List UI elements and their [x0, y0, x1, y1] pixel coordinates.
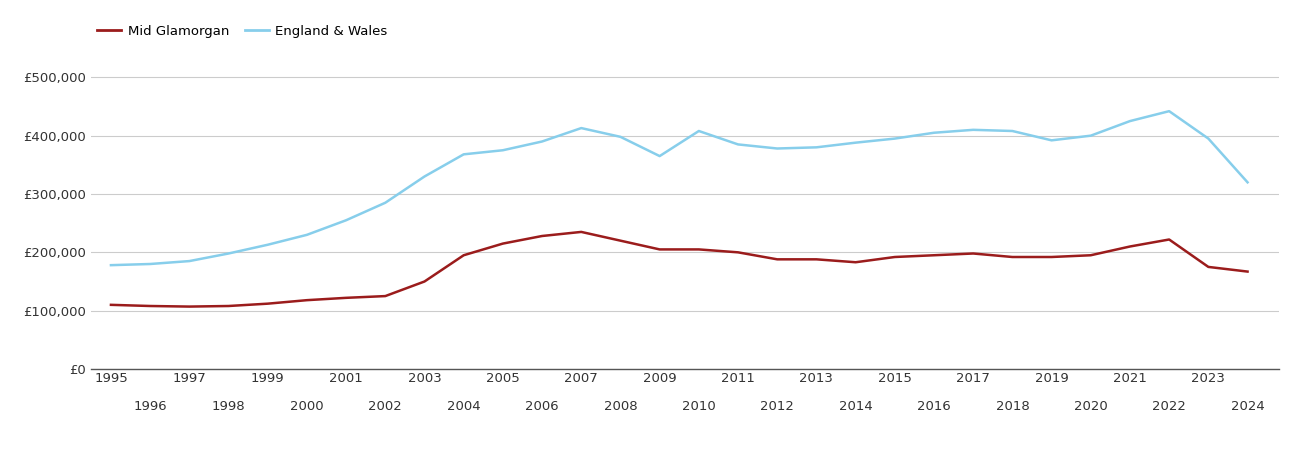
England & Wales	[221, 251, 236, 256]
England & Wales	[377, 200, 393, 206]
Mid Glamorgan	[181, 304, 197, 309]
Mid Glamorgan	[1083, 252, 1099, 258]
Text: 2016: 2016	[917, 400, 951, 413]
Mid Glamorgan	[1005, 254, 1021, 260]
Mid Glamorgan	[1122, 244, 1138, 249]
England & Wales	[1240, 180, 1255, 185]
Text: 2004: 2004	[446, 400, 480, 413]
England & Wales	[573, 126, 589, 131]
England & Wales	[534, 139, 549, 144]
England & Wales	[1161, 108, 1177, 114]
England & Wales	[692, 128, 707, 134]
Mid Glamorgan	[142, 303, 158, 309]
England & Wales	[927, 130, 942, 135]
Mid Glamorgan	[377, 293, 393, 299]
Mid Glamorgan	[1044, 254, 1060, 260]
England & Wales	[299, 232, 315, 238]
England & Wales	[1083, 133, 1099, 138]
England & Wales	[1201, 136, 1216, 141]
Mid Glamorgan	[103, 302, 119, 307]
Mid Glamorgan	[495, 241, 510, 246]
Mid Glamorgan	[692, 247, 707, 252]
Text: 2018: 2018	[996, 400, 1030, 413]
Mid Glamorgan	[651, 247, 667, 252]
Mid Glamorgan	[338, 295, 354, 301]
Text: 2020: 2020	[1074, 400, 1108, 413]
Mid Glamorgan	[887, 254, 903, 260]
Mid Glamorgan	[416, 279, 432, 284]
Mid Glamorgan	[927, 252, 942, 258]
England & Wales	[142, 261, 158, 267]
Mid Glamorgan	[534, 233, 549, 238]
England & Wales	[455, 152, 471, 157]
Text: 2002: 2002	[368, 400, 402, 413]
England & Wales	[103, 262, 119, 268]
Mid Glamorgan	[221, 303, 236, 309]
England & Wales	[612, 134, 628, 140]
England & Wales	[809, 144, 825, 150]
Mid Glamorgan	[1161, 237, 1177, 242]
England & Wales	[495, 148, 510, 153]
England & Wales	[1044, 138, 1060, 143]
Line: England & Wales: England & Wales	[111, 111, 1248, 265]
Text: 1996: 1996	[133, 400, 167, 413]
England & Wales	[1005, 128, 1021, 134]
England & Wales	[260, 242, 275, 248]
England & Wales	[1122, 118, 1138, 124]
Mid Glamorgan	[612, 238, 628, 243]
Mid Glamorgan	[731, 250, 746, 255]
Line: Mid Glamorgan: Mid Glamorgan	[111, 232, 1248, 306]
England & Wales	[338, 217, 354, 223]
England & Wales	[651, 153, 667, 159]
Mid Glamorgan	[299, 297, 315, 303]
England & Wales	[770, 146, 786, 151]
Text: 2006: 2006	[525, 400, 559, 413]
Text: 1998: 1998	[211, 400, 245, 413]
Mid Glamorgan	[1240, 269, 1255, 274]
England & Wales	[848, 140, 864, 145]
Text: 2012: 2012	[761, 400, 795, 413]
England & Wales	[966, 127, 981, 133]
Legend: Mid Glamorgan, England & Wales: Mid Glamorgan, England & Wales	[93, 20, 393, 43]
England & Wales	[887, 136, 903, 141]
Text: 2010: 2010	[683, 400, 715, 413]
Text: 2014: 2014	[839, 400, 873, 413]
Mid Glamorgan	[260, 301, 275, 306]
Text: 2022: 2022	[1152, 400, 1186, 413]
Mid Glamorgan	[1201, 264, 1216, 270]
Mid Glamorgan	[573, 229, 589, 234]
Mid Glamorgan	[848, 260, 864, 265]
England & Wales	[731, 142, 746, 147]
Mid Glamorgan	[809, 256, 825, 262]
Mid Glamorgan	[770, 256, 786, 262]
Text: 2024: 2024	[1231, 400, 1265, 413]
Text: 2000: 2000	[290, 400, 324, 413]
Text: 2008: 2008	[604, 400, 637, 413]
England & Wales	[181, 258, 197, 264]
England & Wales	[416, 174, 432, 179]
Mid Glamorgan	[455, 252, 471, 258]
Mid Glamorgan	[966, 251, 981, 256]
